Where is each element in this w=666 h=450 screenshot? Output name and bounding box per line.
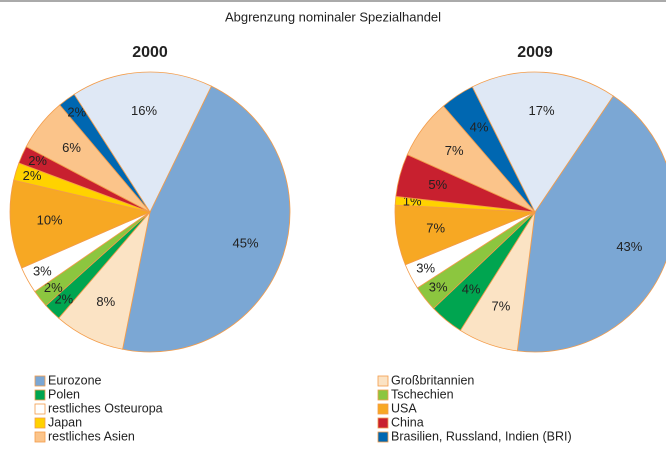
pie-slice [73, 71, 212, 213]
legend-label: Eurozone [48, 373, 102, 387]
data-label: 2% [28, 153, 47, 168]
pie-slice [122, 85, 291, 353]
legend-swatch [377, 403, 389, 415]
legend-swatch [34, 403, 46, 415]
legend-label: USA [391, 401, 417, 415]
legend-swatch [377, 389, 389, 401]
data-label: 7% [492, 298, 511, 313]
data-label: 10% [37, 213, 63, 228]
data-label: 7% [426, 220, 445, 235]
legend-swatch [34, 431, 46, 443]
legend-swatch [34, 375, 46, 387]
data-label: 3% [416, 260, 435, 275]
data-label: 17% [528, 103, 554, 118]
data-label: 3% [429, 280, 448, 295]
legend-label: Tschechien [391, 387, 454, 401]
data-label: 2% [44, 280, 63, 295]
legend-swatch [34, 389, 46, 401]
data-label: 6% [62, 140, 81, 155]
data-label: 45% [232, 236, 258, 251]
legend-label: Großbritannien [391, 373, 474, 387]
data-label: 43% [616, 239, 642, 254]
data-label: 2% [54, 292, 73, 307]
pie-title: 2000 [132, 44, 168, 61]
legend-label: Polen [48, 387, 80, 401]
pie-slice [471, 71, 614, 213]
legend-label: restliches Osteuropa [48, 401, 163, 415]
legend-swatch [377, 375, 389, 387]
legend-label: Japan [48, 415, 82, 429]
legend-swatch [377, 431, 389, 443]
data-label: 7% [445, 143, 464, 158]
legend-swatch [377, 417, 389, 429]
chart-title: Abgrenzung nominaler Spezialhandel [225, 9, 441, 24]
data-label: 16% [131, 103, 157, 118]
pie-slice [516, 95, 666, 353]
legend-label: restliches Asien [48, 429, 135, 443]
pie-slice [9, 179, 152, 269]
data-label: 8% [96, 294, 115, 309]
legend-swatch [34, 417, 46, 429]
data-label: 2% [67, 104, 86, 119]
data-label: 2% [23, 168, 42, 183]
legend-label: Brasilien, Russland, Indien (BRI) [391, 429, 572, 443]
data-label: 5% [428, 177, 447, 192]
legend-label: China [391, 415, 424, 429]
data-label: 4% [462, 281, 481, 296]
data-label: 4% [470, 120, 489, 135]
data-label: 3% [33, 263, 52, 278]
pie-title: 2009 [517, 44, 553, 61]
